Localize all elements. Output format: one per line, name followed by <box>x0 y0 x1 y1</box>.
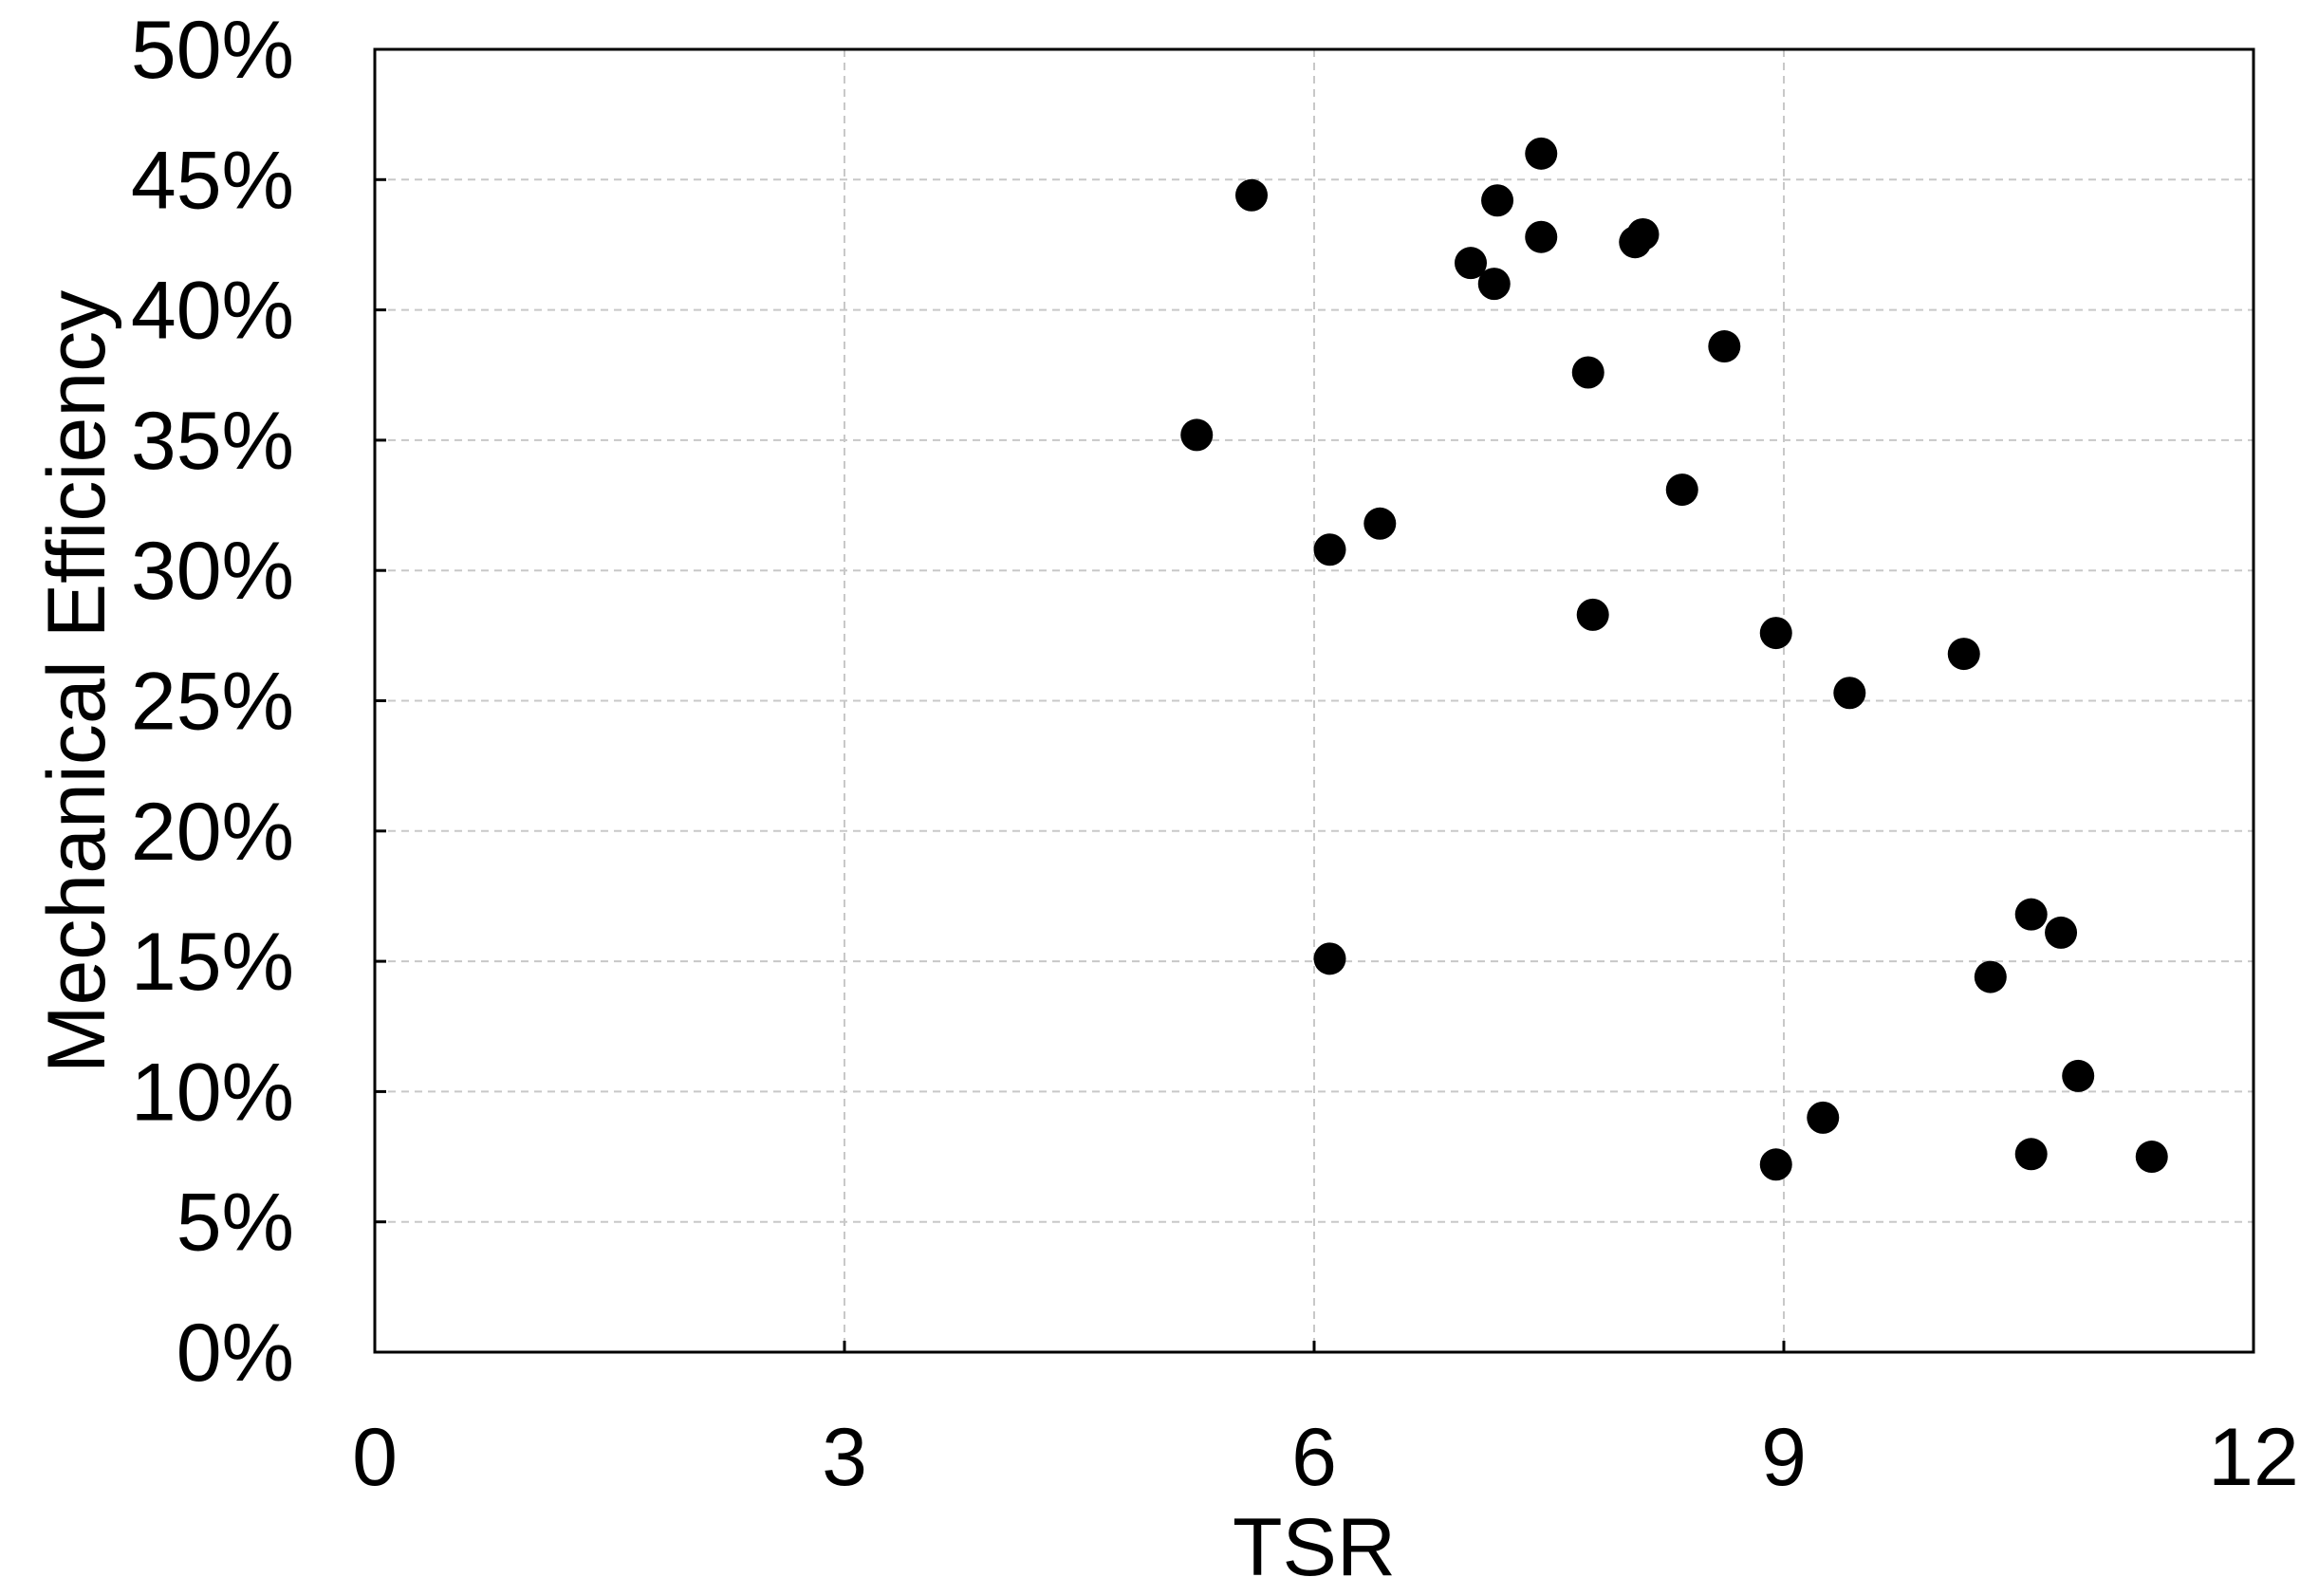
data-points <box>1180 137 2168 1181</box>
y-tick-label: 25% <box>131 657 294 748</box>
y-axis-title: Mechanical Efficiency <box>31 290 122 1073</box>
scatter-point <box>1759 1148 1792 1181</box>
scatter-point <box>1313 942 1346 975</box>
y-tick-label: 10% <box>131 1047 294 1138</box>
x-tick-label: 6 <box>1291 1412 1337 1503</box>
scatter-point <box>2014 898 2048 931</box>
scatter-point <box>1576 598 1609 631</box>
scatter-point <box>2135 1141 2168 1174</box>
scatter-point <box>1481 184 1514 217</box>
x-axis-title: TSR <box>1233 1502 1396 1593</box>
scatter-point <box>1807 1101 1840 1134</box>
scatter-point <box>1525 220 1558 253</box>
gridlines <box>375 49 2254 1352</box>
scatter-point <box>2014 1138 2048 1171</box>
scatter-point <box>1833 677 1866 710</box>
scatter-point <box>1759 617 1792 650</box>
scatter-point <box>1571 356 1604 389</box>
scatter-point <box>1363 507 1397 540</box>
scatter-point <box>1974 960 2007 993</box>
y-axis-ticks: 0% 5% 10% 15% 20% 25% 30% 35% 40% 45% 50% <box>131 5 386 1399</box>
scatter-point <box>1477 268 1511 301</box>
x-tick-label: 3 <box>822 1412 867 1503</box>
x-tick-label: 0 <box>352 1412 398 1503</box>
scatter-point <box>1455 247 1487 280</box>
y-tick-label: 40% <box>131 266 294 357</box>
x-axis-ticks: 0 3 6 9 12 <box>352 1341 2299 1503</box>
scatter-point <box>1180 418 1214 452</box>
scatter-point <box>1708 330 1741 363</box>
y-tick-label: 20% <box>131 787 294 878</box>
scatter-point <box>1665 473 1698 507</box>
scatter-point <box>1313 533 1346 566</box>
y-tick-label: 50% <box>131 5 294 96</box>
scatter-point <box>1626 217 1660 251</box>
y-tick-label: 30% <box>131 526 294 617</box>
y-tick-label: 45% <box>131 135 294 226</box>
x-tick-label: 12 <box>2208 1412 2299 1503</box>
y-tick-label: 0% <box>176 1308 294 1399</box>
x-tick-label: 9 <box>1761 1412 1807 1503</box>
y-tick-label: 15% <box>131 917 294 1008</box>
scatter-point <box>1947 638 1980 671</box>
scatter-point <box>1525 137 1558 170</box>
y-tick-label: 35% <box>131 396 294 487</box>
scatter-point <box>2045 916 2078 949</box>
scatter-point <box>2062 1059 2095 1092</box>
y-tick-label: 5% <box>176 1178 294 1269</box>
scatter-point <box>1235 178 1268 212</box>
